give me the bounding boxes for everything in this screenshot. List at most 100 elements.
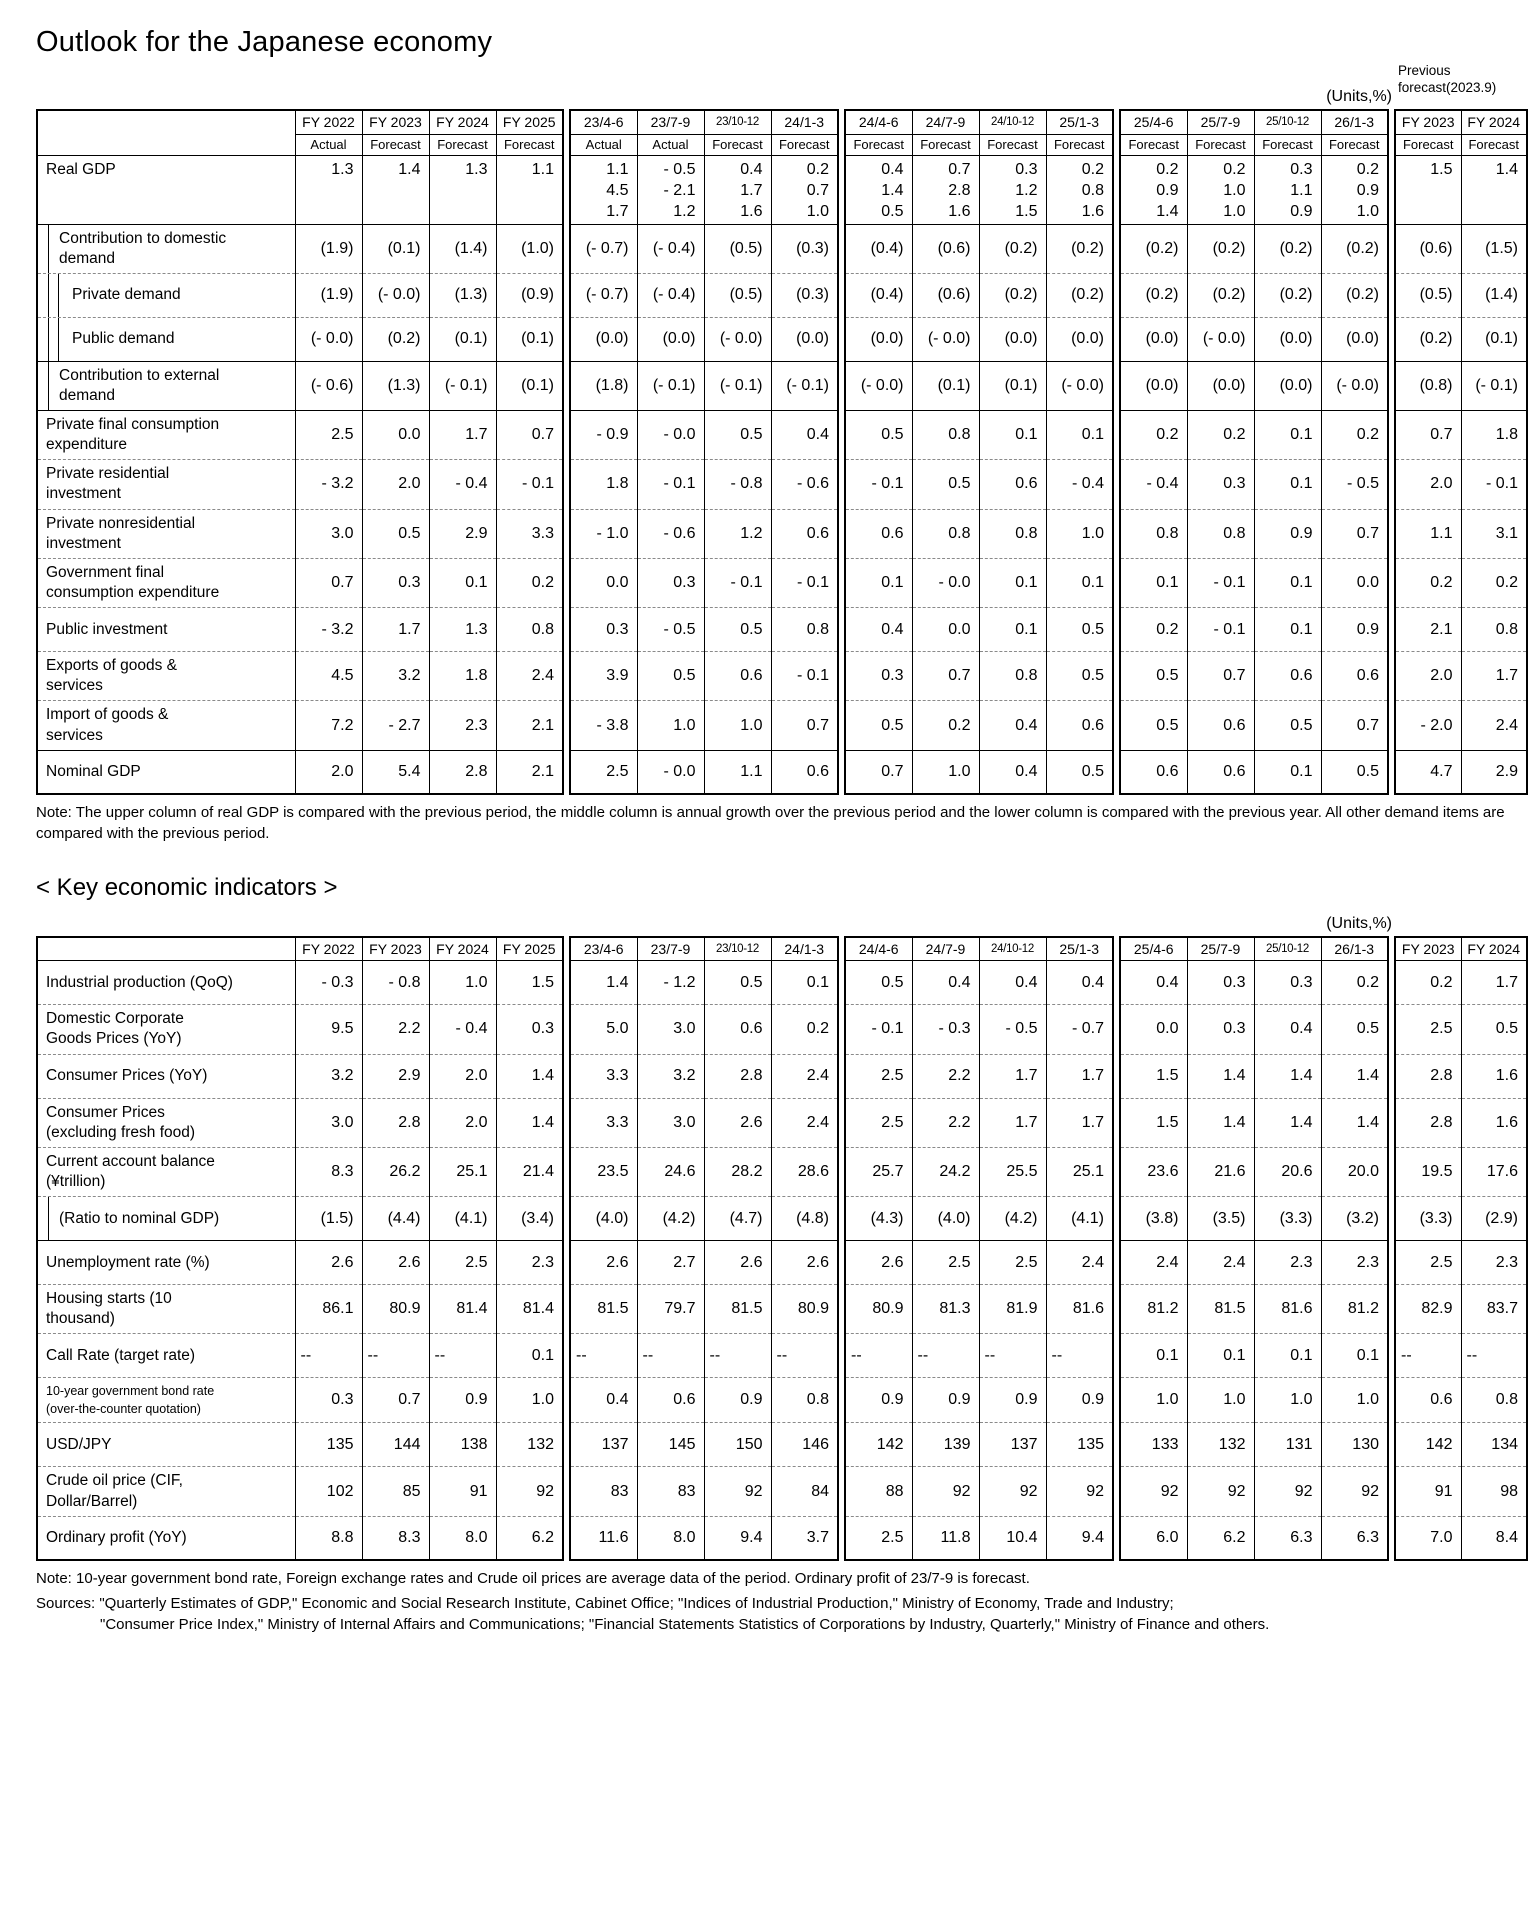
value-cell: (3.2) (1320, 1196, 1389, 1241)
value-cell: 1.8 (569, 459, 637, 510)
value-cell: 1.7 (978, 1053, 1046, 1099)
value-cell: 0.9 (844, 1377, 912, 1423)
group-gap (1388, 1147, 1395, 1197)
value-cell: 0.6 (1320, 651, 1389, 701)
value-cell: 131 (1253, 1422, 1321, 1467)
value-cell: -- (1460, 1333, 1528, 1378)
value-cell: 8.3 (294, 1146, 362, 1197)
value-cell: (0.6) (1394, 223, 1461, 274)
value-cell: - 0.1 (770, 557, 839, 608)
value-cell: 0.8 (911, 508, 979, 559)
value-cell: 139 (911, 1422, 979, 1467)
group-gap (1113, 273, 1120, 318)
value-cell: 2.7 (636, 1240, 704, 1285)
group-gap (563, 1516, 570, 1561)
indicators-title: < Key economic indicators > (36, 873, 338, 901)
value-cell: 1.6 (1460, 1053, 1528, 1099)
value-cell: 2.8 (1394, 1053, 1461, 1099)
value-cell: (- 0.0) (844, 360, 912, 411)
value-cell: 0.1 (978, 410, 1046, 460)
value-cell: 80.9 (770, 1284, 839, 1334)
value-cell: 0.2 (1119, 410, 1187, 460)
group-gap (838, 509, 845, 559)
value-cell: (4.1) (428, 1196, 496, 1241)
value-cell: (0.0) (978, 316, 1046, 362)
value-cell: 2.0 (428, 1053, 496, 1099)
group-gap (1113, 1240, 1120, 1285)
value-cell: 0.5 (636, 651, 704, 701)
column-header: FY 2025 (495, 109, 564, 135)
group-gap (838, 155, 845, 224)
value-cell: 1.8 (1460, 410, 1528, 460)
value-cell: - 1.2 (636, 960, 704, 1005)
value-cell: 6.0 (1119, 1515, 1187, 1562)
group-gap (838, 607, 845, 652)
value-cell: (0.2) (1253, 272, 1321, 318)
value-cell: 2.8 (428, 749, 496, 796)
value-cell: 91 (1394, 1466, 1461, 1517)
value-cell: 0.4 (911, 960, 979, 1005)
value-cell: - 0.8 (361, 960, 429, 1005)
value-cell: 0.4 (1119, 960, 1187, 1005)
column-subheader: Forecast (911, 134, 979, 156)
value-cell: 2.6 (569, 1240, 637, 1285)
value-cell: 23.6 (1119, 1146, 1187, 1197)
group-gap (1388, 317, 1395, 362)
value-cell: 92 (495, 1466, 564, 1517)
row-label: Contribution to external demand (36, 360, 295, 411)
value-cell: 80.9 (361, 1284, 429, 1334)
value-cell: (1.4) (428, 223, 496, 274)
column-subheader: Forecast (978, 134, 1046, 156)
value-cell: 0.6 (703, 651, 771, 701)
value-cell: 28.6 (770, 1146, 839, 1197)
value-cell: 0.4 (978, 700, 1046, 751)
value-cell: 1.7 (978, 1097, 1046, 1148)
value-cell: 0.3 (569, 607, 637, 652)
value-cell: (0.1) (495, 316, 564, 362)
value-cell: 0.4 (1253, 1004, 1321, 1055)
value-cell: 135 (1045, 1422, 1114, 1467)
value-cell: 0.5 (1119, 700, 1187, 751)
value-cell: 24.6 (636, 1146, 704, 1197)
group-gap (563, 155, 570, 224)
value-cell: 2.3 (1460, 1240, 1528, 1285)
value-cell: (3.3) (1394, 1196, 1461, 1241)
value-cell: 0.6 (1045, 700, 1114, 751)
group-gap (1388, 509, 1395, 559)
value-cell: - 3.2 (294, 459, 362, 510)
value-cell: 132 (495, 1422, 564, 1467)
value-cell: (4.8) (770, 1196, 839, 1241)
value-cell: 0.5 (1119, 651, 1187, 701)
group-gap (1113, 1004, 1120, 1055)
value-cell: 130 (1320, 1422, 1389, 1467)
value-cell: 0.3 (495, 1004, 564, 1055)
value-cell: 0.2 (1186, 410, 1254, 460)
value-cell: 3.3 (569, 1053, 637, 1099)
group-gap (1113, 509, 1120, 559)
value-cell: 21.4 (495, 1146, 564, 1197)
value-cell: (4.1) (1045, 1196, 1114, 1241)
value-cell: 2.4 (1119, 1240, 1187, 1285)
value-cell: 0.5 (1320, 749, 1389, 796)
value-cell: (0.0) (1119, 360, 1187, 411)
value-cell: 92 (1253, 1466, 1321, 1517)
column-header: 25/7-9 (1186, 935, 1254, 962)
column-header: 24/1-3 (770, 109, 839, 135)
group-gap (1113, 155, 1120, 224)
value-cell: 1.5 (1119, 1097, 1187, 1148)
value-cell: 25.5 (978, 1146, 1046, 1197)
value-cell: 0.1 (1253, 1333, 1321, 1378)
value-cell: 4.5 (294, 651, 362, 701)
value-cell: 2.5 (978, 1240, 1046, 1285)
group-gap (1388, 155, 1395, 224)
value-cell: (0.0) (636, 316, 704, 362)
row-label: Public investment (36, 607, 295, 652)
value-cell: 0.1 (1045, 557, 1114, 608)
value-cell: (0.1) (911, 360, 979, 411)
column-header: 24/10-12 (978, 935, 1046, 962)
value-cell: 0.7 (495, 410, 564, 460)
value-cell: (0.6) (911, 272, 979, 318)
group-gap (563, 1466, 570, 1517)
value-cell: 0.8 (1186, 508, 1254, 559)
group-gap (1388, 1284, 1395, 1334)
